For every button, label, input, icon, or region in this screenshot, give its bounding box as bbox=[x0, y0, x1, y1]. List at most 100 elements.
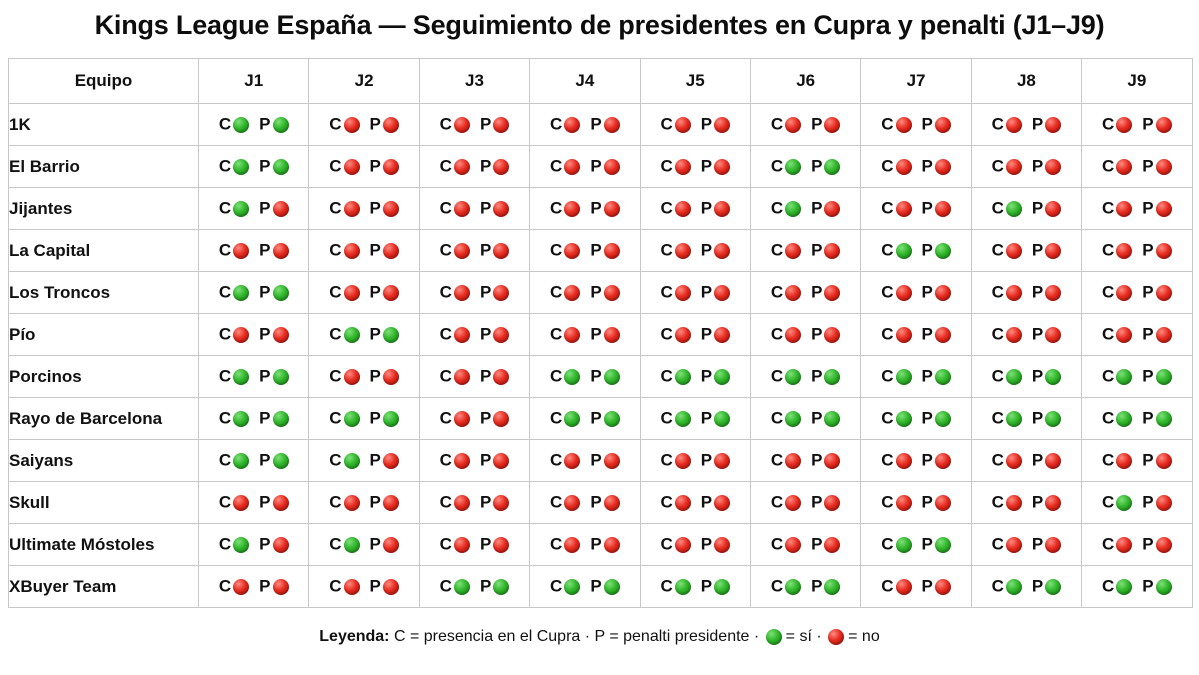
penalty-yes-icon bbox=[934, 410, 951, 427]
cupra-no-icon bbox=[564, 494, 581, 511]
cupra-no-icon bbox=[1005, 158, 1022, 175]
cupra-yes-icon bbox=[785, 578, 802, 595]
penalty-yes-icon bbox=[272, 284, 289, 301]
cupra-label: C bbox=[218, 240, 232, 260]
penalty-no-icon bbox=[1155, 326, 1172, 343]
penalty-no-icon bbox=[934, 200, 951, 217]
cupra-no-icon bbox=[564, 158, 581, 175]
cupra-label: C bbox=[218, 450, 232, 470]
penalty-yes-icon bbox=[934, 242, 951, 259]
penalty-label: P bbox=[479, 366, 492, 386]
penalty-yes-icon bbox=[493, 578, 510, 595]
team-name: La Capital bbox=[8, 229, 199, 272]
penalty-label: P bbox=[1031, 534, 1044, 554]
cupra-no-icon bbox=[1116, 242, 1133, 259]
cupra-no-icon bbox=[453, 536, 470, 553]
cupra-label: C bbox=[329, 282, 342, 302]
penalty-no-icon bbox=[1155, 158, 1172, 175]
cupra-no-icon bbox=[453, 116, 470, 133]
penalty-yes-icon bbox=[382, 326, 399, 343]
penalty-no-icon bbox=[1155, 242, 1172, 259]
penalty-label: P bbox=[921, 450, 933, 470]
penalty-yes-icon bbox=[1045, 578, 1062, 595]
penalty-label: P bbox=[700, 366, 713, 386]
cupra-yes-icon bbox=[785, 368, 802, 385]
cupra-no-icon bbox=[1005, 242, 1022, 259]
penalty-no-icon bbox=[1045, 200, 1062, 217]
cupra-yes-icon bbox=[895, 368, 912, 385]
penalty-no-icon bbox=[603, 284, 620, 301]
cupra-no-icon bbox=[1116, 158, 1133, 175]
penalty-label: P bbox=[921, 282, 933, 302]
penalty-label: P bbox=[259, 366, 271, 386]
penalty-no-icon bbox=[493, 200, 510, 217]
penalty-no-icon bbox=[493, 326, 510, 343]
penalty-label: P bbox=[921, 156, 933, 176]
cupra-no-icon bbox=[453, 410, 470, 427]
penalty-label: P bbox=[259, 156, 271, 176]
legend-heading: Leyenda: bbox=[319, 628, 390, 645]
cupra-label: C bbox=[1102, 450, 1115, 470]
table-row: Jijantes C P C P C P C P C P C P C P C P C P bbox=[8, 187, 1193, 230]
penalty-label: P bbox=[590, 156, 602, 176]
penalty-no-icon bbox=[824, 452, 841, 469]
team-column-header: Equipo bbox=[8, 58, 199, 104]
penalty-label: P bbox=[921, 366, 933, 386]
cupra-no-icon bbox=[564, 200, 581, 217]
cupra-label: C bbox=[1102, 576, 1115, 596]
penalty-label: P bbox=[259, 324, 271, 344]
penalty-no-icon bbox=[934, 158, 951, 175]
penalty-label: P bbox=[590, 450, 602, 470]
table-row: Los Troncos C P C P C P C P C P C P C P C P C P bbox=[8, 271, 1193, 314]
cupra-label: C bbox=[439, 576, 452, 596]
cupra-no-icon bbox=[895, 200, 912, 217]
round-header: J9 bbox=[1081, 58, 1193, 104]
penalty-yes-icon bbox=[603, 410, 620, 427]
cupra-label: C bbox=[1102, 366, 1115, 386]
penalty-no-icon bbox=[603, 494, 620, 511]
penalty-label: P bbox=[259, 534, 271, 554]
cupra-no-icon bbox=[564, 284, 581, 301]
penalty-no-icon bbox=[603, 536, 620, 553]
penalty-label: P bbox=[479, 408, 492, 428]
team-name: Saiyans bbox=[8, 439, 199, 482]
cupra-label: C bbox=[1102, 114, 1115, 134]
penalty-no-icon bbox=[1045, 536, 1062, 553]
penalty-yes-icon bbox=[824, 578, 841, 595]
table-row: Pío C P C P C P C P C P C P C P C P C P bbox=[8, 313, 1193, 356]
page-title: Kings League España — Seguimiento de pre… bbox=[94, 10, 1105, 40]
cupra-no-icon bbox=[674, 452, 691, 469]
cupra-no-icon bbox=[1005, 452, 1022, 469]
penalty-label: P bbox=[921, 492, 933, 512]
cupra-yes-icon bbox=[233, 116, 250, 133]
penalty-label: P bbox=[1031, 282, 1044, 302]
cupra-no-icon bbox=[895, 116, 912, 133]
cupra-yes-icon bbox=[233, 536, 250, 553]
cupra-label: C bbox=[991, 240, 1004, 260]
cupra-label: C bbox=[660, 366, 673, 386]
cupra-label: C bbox=[660, 282, 673, 302]
cupra-no-icon bbox=[233, 242, 250, 259]
penalty-label: P bbox=[1142, 156, 1154, 176]
